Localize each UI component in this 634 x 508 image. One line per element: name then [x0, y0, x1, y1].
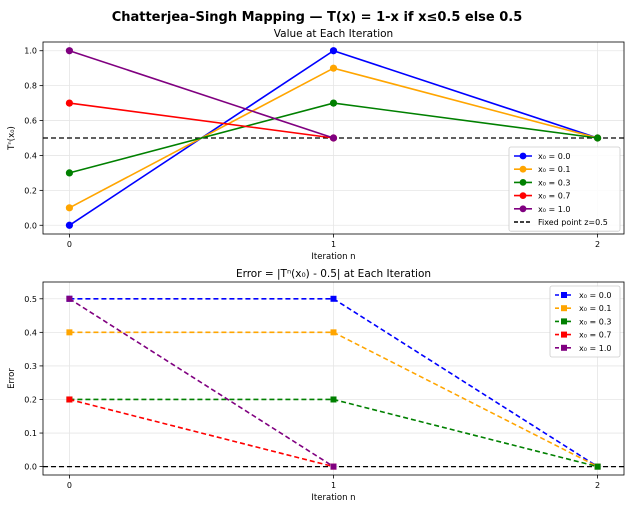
legend: x₀ = 0.0 x₀ = 0.1 x₀ = 0.3 x₀ = 0.7 x₀ = 1.0…	[508, 146, 621, 232]
data-point	[65, 99, 74, 107]
x-tick-label: 2	[595, 481, 600, 490]
data-point	[65, 221, 74, 229]
legend-marker	[519, 205, 527, 213]
legend-box	[549, 285, 621, 358]
y-tick-label: 0.3	[24, 362, 37, 371]
legend-marker	[519, 152, 527, 160]
legend-marker	[561, 292, 567, 298]
data-point	[330, 396, 337, 403]
legend-marker	[561, 344, 567, 351]
legend-label: x₀ = 0.1	[538, 165, 570, 174]
data-point	[65, 47, 74, 55]
data-point	[329, 47, 338, 55]
series-line	[69, 102, 334, 139]
chart-title: Error = |Tⁿ(x₀) - 0.5| at Each Iteration	[236, 268, 431, 280]
legend-marker	[561, 305, 567, 312]
y-tick-label: 0.5	[24, 295, 37, 304]
data-point	[594, 463, 601, 470]
data-point	[329, 134, 338, 142]
x-axis-label: Iteration n	[311, 252, 355, 262]
y-tick-label: 0.4	[24, 328, 37, 337]
legend-marker	[561, 318, 567, 325]
series-line	[68, 298, 334, 468]
legend-box	[508, 146, 621, 232]
legend-marker	[519, 179, 527, 186]
data-point	[66, 329, 73, 336]
data-point	[330, 295, 337, 302]
legend-label: x₀ = 0.3	[538, 178, 570, 187]
x-tick-label: 0	[67, 240, 72, 249]
chart-title: Value at Each Iteration	[274, 28, 393, 40]
y-tick-label: 0.2	[24, 186, 37, 195]
legend-label: x₀ = 1.0	[579, 344, 611, 353]
legend-label: x₀ = 0.0	[538, 152, 570, 161]
legend-label: x₀ = 0.0	[579, 291, 611, 300]
legend-marker	[519, 192, 527, 200]
y-tick-label: 0.8	[24, 82, 37, 91]
data-point	[66, 396, 73, 403]
x-tick-label: 1	[331, 240, 336, 249]
data-point	[66, 295, 73, 302]
data-point	[593, 134, 602, 142]
legend-marker	[519, 165, 527, 173]
legend-label: Fixed point z=0.5	[538, 218, 608, 227]
figure-title: Chatterjea–Singh Mapping — T(x) = 1-x if…	[112, 10, 523, 25]
legend-label: x₀ = 0.7	[538, 192, 570, 201]
data-point	[65, 169, 74, 177]
y-tick-label: 0.0	[24, 463, 37, 472]
value-chart: Value at Each Iteration 0 1 2 0.0 0.2 0.4 0.6 0.…	[7, 28, 625, 262]
y-tick-label: 0.4	[24, 151, 37, 160]
series-line	[69, 49, 334, 139]
legend-marker	[561, 331, 567, 338]
legend-label: x₀ = 0.7	[579, 331, 611, 340]
x-tick-label: 2	[595, 240, 600, 249]
data-point	[330, 329, 337, 336]
legend-label: x₀ = 1.0	[538, 205, 570, 214]
x-axis-label: Iteration n	[311, 493, 355, 503]
data-point	[329, 99, 338, 107]
plot-frame	[42, 281, 625, 476]
legend-label: x₀ = 0.1	[579, 304, 611, 313]
y-tick-label: 0.0	[24, 221, 37, 230]
data-point	[65, 204, 74, 212]
y-tick-label: 0.1	[24, 429, 37, 438]
data-point	[330, 463, 337, 470]
y-tick-label: 0.6	[24, 117, 37, 126]
legend-label: x₀ = 0.3	[579, 317, 611, 326]
y-axis-label: Error	[7, 368, 17, 389]
legend: x₀ = 0.0 x₀ = 0.1 x₀ = 0.3 x₀ = 0.7 x₀ = 1.0	[549, 285, 621, 358]
y-tick-label: 1.0	[24, 47, 37, 56]
plot-frame	[42, 41, 625, 235]
y-tick-label: 0.2	[24, 395, 37, 404]
error-chart: Error = |Tⁿ(x₀) - 0.5| at Each Iteration…	[7, 268, 625, 503]
y-axis-label: Tⁿ(x₀)	[7, 126, 17, 151]
data-point	[329, 64, 338, 72]
x-tick-label: 1	[331, 481, 336, 490]
x-tick-label: 0	[67, 481, 72, 490]
series-line	[69, 398, 334, 468]
